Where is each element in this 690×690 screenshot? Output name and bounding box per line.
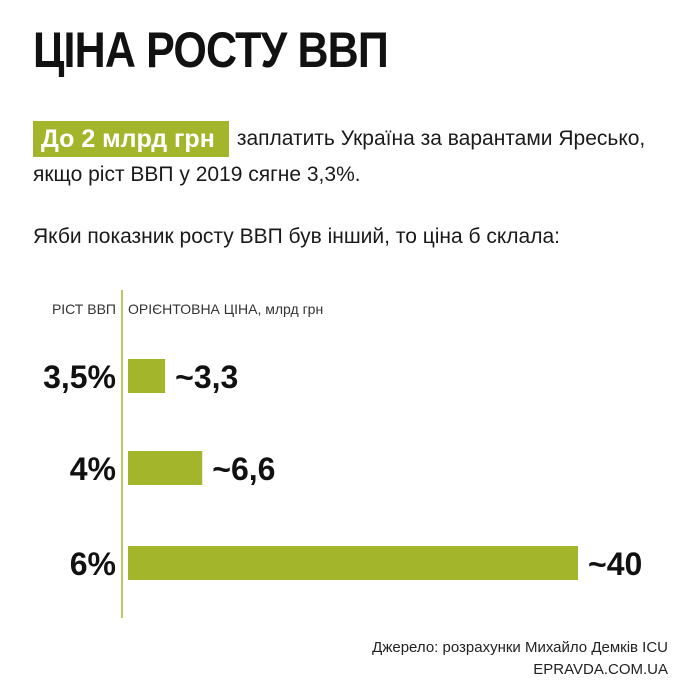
category-label: 3,5% xyxy=(43,359,116,395)
value-header: ОРІЄНТОВНА ЦІНА, млрд грн xyxy=(128,301,323,317)
lead-paragraph: До 2 млрд грн заплатить Україна за варант… xyxy=(33,121,673,193)
bar xyxy=(128,451,203,485)
footer: Джерело: розрахунки Михайло Демків ICU E… xyxy=(372,637,668,681)
lead-highlight: До 2 млрд грн xyxy=(33,121,229,157)
value-label: ~6,6 xyxy=(212,451,275,487)
lead-text: заплатить Україна за варантами Яресько, … xyxy=(33,127,646,186)
bar xyxy=(128,546,578,580)
category-label: 6% xyxy=(70,546,116,582)
category-header: РІСТ ВВП xyxy=(52,301,116,317)
site-credit: EPRAVDA.COM.UA xyxy=(533,661,668,678)
chart-intro: Якби показник росту ВВП був інший, то ці… xyxy=(33,225,560,248)
bar xyxy=(128,359,166,393)
page-title: ЦІНА РОСТУ ВВП xyxy=(33,22,389,78)
source-note: Джерело: розрахунки Михайло Демків ICU xyxy=(372,639,668,656)
value-label: ~40 xyxy=(588,546,642,582)
category-label: 4% xyxy=(70,451,116,487)
value-label: ~3,3 xyxy=(175,359,238,395)
